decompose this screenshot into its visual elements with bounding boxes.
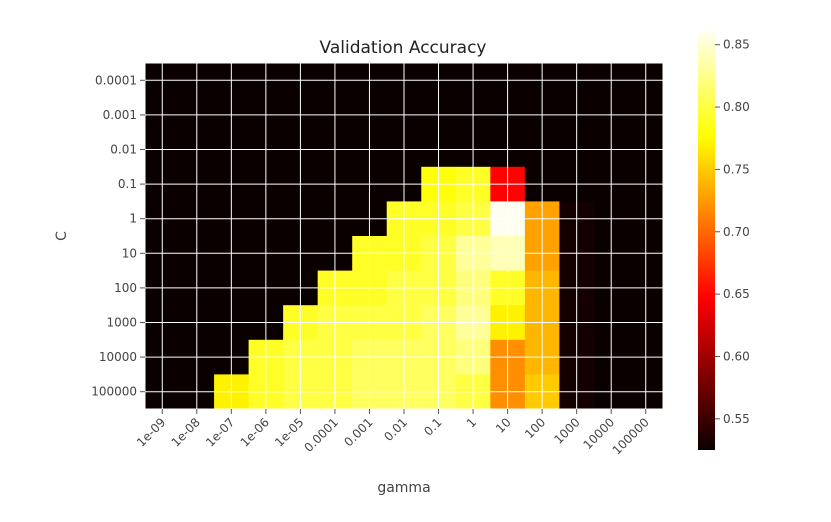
y-tick-label: 0.01 [110, 143, 137, 157]
colorbar [698, 26, 715, 450]
x-tick-label: 1e-06 [238, 415, 272, 449]
y-tick-label: 100000 [91, 385, 137, 399]
colorbar-tick-label: 0.65 [723, 287, 750, 301]
x-tick-label: 100000 [610, 415, 652, 457]
x-tick-label: 0.01 [381, 415, 410, 444]
y-tick-label: 0.0001 [95, 73, 137, 87]
colorbar-tick-label: 0.70 [723, 225, 750, 239]
x-tick-label: 0.001 [341, 415, 375, 449]
colorbar-tick-label: 0.60 [723, 349, 750, 363]
y-tick-label: 0.001 [103, 108, 137, 122]
x-tick-label: 1 [464, 415, 479, 430]
x-tick-label: 0.1 [421, 415, 444, 438]
y-axis-ticks: 0.0001 0.001 0.01 0.1 1 10 100 1000 10000 100000 [91, 73, 145, 399]
y-axis-label: C [54, 231, 70, 241]
x-tick-label: 1000 [551, 415, 582, 446]
y-tick-label: 1 [129, 212, 137, 226]
x-tick-label: 1e-08 [169, 415, 203, 449]
grid-lines [145, 63, 663, 409]
colorbar-tick-label: 0.75 [723, 162, 750, 176]
y-tick-label: 1000 [106, 316, 137, 330]
x-tick-label: 1e-07 [203, 415, 237, 449]
y-tick-label: 0.1 [118, 177, 137, 191]
x-tick-label: 0.0001 [301, 415, 341, 455]
y-tick-label: 10 [122, 246, 137, 260]
colorbar-ticks: 0.55 0.60 0.65 0.70 0.75 0.80 0.85 [715, 38, 750, 426]
x-tick-label: 1e-09 [134, 415, 168, 449]
chart-title: Validation Accuracy [320, 38, 487, 58]
y-tick-label: 100 [114, 281, 137, 295]
colorbar-tick-label: 0.55 [723, 412, 750, 426]
x-axis-label: gamma [377, 480, 430, 496]
colorbar-tick-label: 0.85 [723, 38, 750, 52]
x-axis-ticks: 1e-09 1e-08 1e-07 1e-06 1e-050.0001 0.001 0.01… [134, 409, 652, 458]
x-tick-label: 10 [493, 415, 514, 436]
y-tick-label: 10000 [99, 350, 137, 364]
x-tick-label: 100 [522, 415, 548, 441]
colorbar-tick-label: 0.80 [723, 100, 750, 114]
